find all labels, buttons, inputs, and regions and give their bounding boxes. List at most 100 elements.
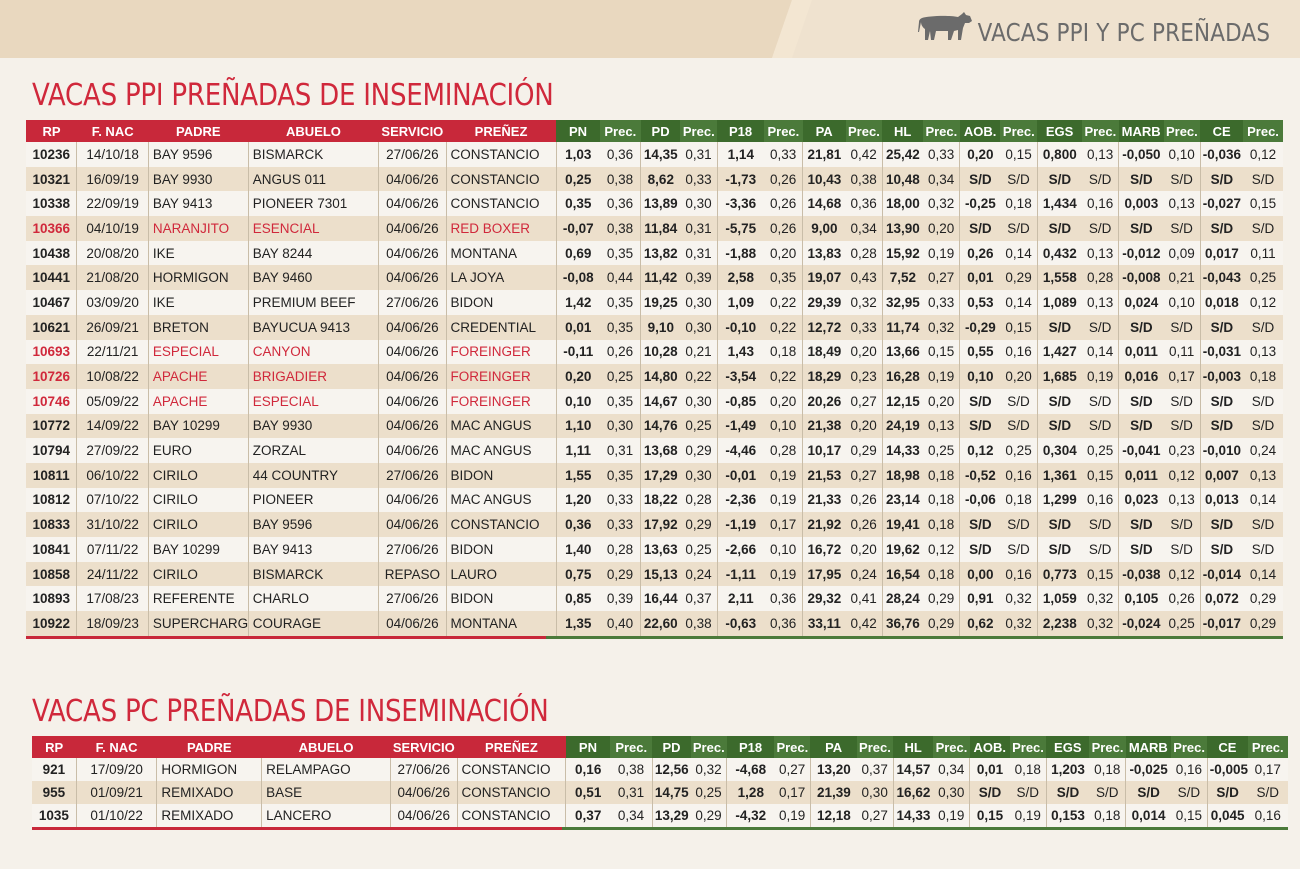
brand-title: VACAS PPI Y PC PREÑADAS bbox=[977, 17, 1270, 47]
table-cell: 21,33 bbox=[802, 487, 846, 513]
table-cell: S/D bbox=[1000, 166, 1038, 192]
table-cell: -4,46 bbox=[716, 438, 765, 463]
table-cell: 0,20 bbox=[764, 240, 803, 266]
table-cell: 0,28 bbox=[845, 240, 883, 266]
table-cell: 955 bbox=[32, 781, 77, 804]
table-row: 10746 05/09/22 APACHE ESPECIAL 04/06/26 FOREI… bbox=[26, 388, 1283, 414]
table-cell: 0,13 bbox=[1082, 142, 1119, 167]
column-header: EGS bbox=[1046, 736, 1090, 758]
table-cell: NARANJITO bbox=[147, 216, 249, 241]
table-cell: 0,37 bbox=[856, 758, 894, 781]
table-cell: 0,011 bbox=[1118, 462, 1164, 488]
table-cell: RED BOXER bbox=[445, 216, 557, 241]
table-cell: 10621 bbox=[26, 314, 77, 340]
table-cell: S/D bbox=[1199, 166, 1244, 192]
table-pc: RP F. NAC PADRE ABUELO SERVICIO PREÑEZ PN Prec.… bbox=[32, 736, 1288, 830]
table-cell: S/D bbox=[1243, 537, 1283, 562]
table-cell: 16,54 bbox=[881, 561, 924, 587]
table-cell: 0,304 bbox=[1036, 438, 1082, 463]
column-header: Prec. bbox=[1243, 120, 1283, 142]
table-cell: PIONEER bbox=[247, 487, 379, 513]
table-cell: REPASO bbox=[378, 561, 446, 587]
table-cell: -0,85 bbox=[716, 388, 765, 414]
table-cell: CONSTANCIO bbox=[445, 142, 557, 167]
table-cell: 33,11 bbox=[802, 611, 846, 638]
table-cell: 12,56 bbox=[651, 758, 691, 781]
table-cell: 0,31 bbox=[599, 438, 641, 463]
table-cell: 0,28 bbox=[1082, 265, 1119, 291]
table-cell: CONSTANCIO bbox=[445, 512, 557, 537]
table-cell: 0,91 bbox=[959, 586, 1001, 612]
table-cell: S/D bbox=[1118, 413, 1164, 439]
table-cell: 0,18 bbox=[923, 487, 960, 513]
table-cell: ESPECIAL bbox=[247, 388, 379, 414]
table-cell: 0,18 bbox=[1089, 758, 1126, 781]
table-cell: 04/06/26 bbox=[378, 240, 446, 266]
table-cell: S/D bbox=[1118, 512, 1164, 537]
table-cell: 0,14 bbox=[1243, 561, 1283, 587]
table-cell: -0,014 bbox=[1199, 561, 1244, 587]
table-cell: 27/06/26 bbox=[378, 586, 446, 612]
table-cell: 0,10 bbox=[1163, 142, 1201, 167]
table-cell: CHARLO bbox=[247, 586, 379, 612]
table-row: 10236 14/10/18 BAY 9596 BISMARCK 27/06/26 CON… bbox=[26, 142, 1283, 167]
table-cell: 0,13 bbox=[1082, 240, 1119, 266]
table-cell: 0,18 bbox=[923, 512, 960, 537]
table-row: 1035 01/10/22 REMIXADO LANCERO 04/06/26 CONST… bbox=[32, 804, 1288, 829]
table-cell: 0,38 bbox=[680, 611, 718, 638]
table-cell: 04/06/26 bbox=[378, 339, 446, 365]
table-cell: 0,32 bbox=[1000, 586, 1038, 612]
section-title-pc: VACAS PC PREÑADAS DE INSEMINACIÓN bbox=[32, 694, 549, 729]
table-cell: 0,30 bbox=[599, 413, 641, 439]
table-cell: 921 bbox=[32, 758, 77, 781]
banner-stripes bbox=[0, 0, 812, 58]
table-cell: 0,27 bbox=[845, 462, 883, 488]
table-cell: CONSTANCIO bbox=[456, 758, 566, 781]
table-cell: S/D bbox=[1163, 216, 1201, 241]
table-cell: MAC ANGUS bbox=[445, 438, 557, 463]
table-cell: 0,18 bbox=[923, 462, 960, 488]
table-cell: 0,13 bbox=[1243, 339, 1283, 365]
table-cell: 9,00 bbox=[802, 216, 846, 241]
column-header: Prec. bbox=[1247, 736, 1288, 758]
table-cell: 0,18 bbox=[1009, 758, 1047, 781]
table-cell: S/D bbox=[1000, 413, 1038, 439]
table-cell: S/D bbox=[1036, 314, 1082, 340]
table-cell: FOREINGER bbox=[445, 388, 557, 414]
column-header: CE bbox=[1200, 120, 1244, 142]
table-cell: 0,01 bbox=[969, 758, 1010, 781]
table-cell: -4,68 bbox=[726, 758, 775, 781]
table-cell: 0,32 bbox=[845, 290, 883, 315]
table-cell: S/D bbox=[1036, 388, 1082, 414]
table-cell: 27/06/26 bbox=[378, 142, 446, 167]
table-row: 10441 21/08/20 HORMIGON BAY 9460 04/06/26 LA … bbox=[26, 265, 1283, 291]
table-cell: -0,52 bbox=[959, 462, 1001, 488]
table-cell: 16,28 bbox=[881, 364, 924, 389]
table-cell: 10438 bbox=[26, 240, 77, 266]
table-cell: 2,11 bbox=[716, 586, 765, 612]
table-cell: S/D bbox=[1036, 216, 1082, 241]
column-header: Prec. bbox=[1082, 120, 1119, 142]
table-cell: S/D bbox=[1118, 388, 1164, 414]
column-header: HL bbox=[893, 736, 934, 758]
table-cell: 0,25 bbox=[599, 364, 641, 389]
table-cell: -0,043 bbox=[1199, 265, 1244, 291]
table-cell: 2,238 bbox=[1036, 611, 1082, 638]
table-cell: 11,84 bbox=[640, 216, 681, 241]
table-cell: 0,15 bbox=[1000, 314, 1038, 340]
table-cell: 0,14 bbox=[1243, 487, 1283, 513]
table-cell: 0,33 bbox=[599, 512, 641, 537]
column-header: MARB bbox=[1118, 120, 1164, 142]
table-cell: 0,35 bbox=[599, 290, 641, 315]
table-cell: 0,53 bbox=[959, 290, 1001, 315]
column-header: P18 bbox=[726, 736, 775, 758]
table-cell: ESPECIAL bbox=[147, 339, 249, 365]
table-cell: S/D bbox=[1082, 537, 1119, 562]
table-cell: 0,19 bbox=[933, 804, 970, 829]
table-cell: 29,39 bbox=[802, 290, 846, 315]
table-cell: 10441 bbox=[26, 265, 77, 291]
table-cell: S/D bbox=[1243, 388, 1283, 414]
table-cell: 17,92 bbox=[640, 512, 681, 537]
table-cell: 0,19 bbox=[764, 487, 803, 513]
table-cell: LANCERO bbox=[261, 804, 391, 829]
